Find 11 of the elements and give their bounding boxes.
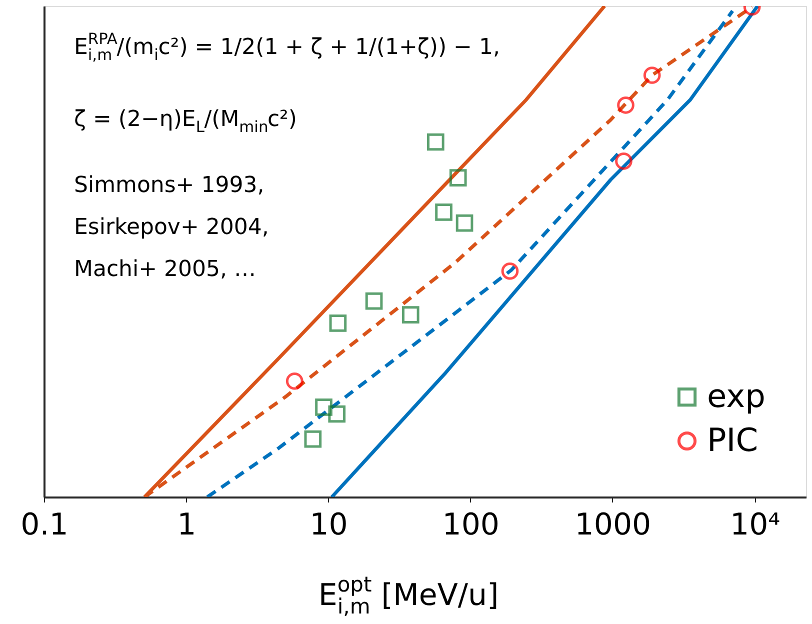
- annotation: Esirkepov+ 2004,: [74, 215, 269, 240]
- annotation: Simmons+ 1993,: [74, 173, 264, 198]
- x-tick-label: 0.1: [20, 508, 68, 542]
- x-tick-label: 1: [177, 508, 196, 542]
- x-tick-label: 1000: [574, 508, 652, 542]
- annotation: Machi+ 2005, …: [74, 257, 256, 282]
- legend-label: PIC: [707, 421, 758, 459]
- x-tick-label: 10: [310, 508, 348, 542]
- legend-label: exp: [707, 377, 766, 415]
- x-tick-label: 10⁴: [730, 508, 780, 542]
- x-tick-label: 100: [442, 508, 500, 542]
